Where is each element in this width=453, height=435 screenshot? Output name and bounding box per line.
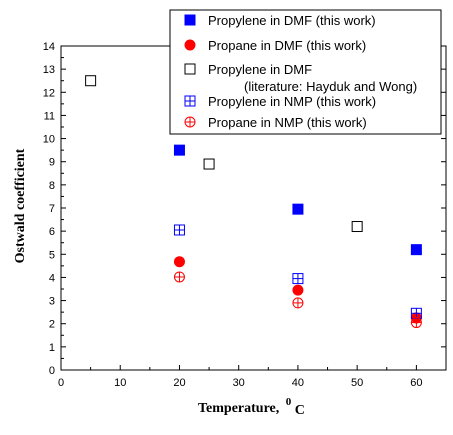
x-tick-label: 10 [114, 377, 126, 389]
y-tick-label: 9 [49, 157, 55, 169]
legend-marker-2 [184, 39, 196, 51]
legend-marker-3 [184, 63, 196, 75]
y-tick-label: 13 [43, 64, 55, 76]
legend-label-3: Propylene in DMF [208, 62, 312, 77]
legend-marker-4 [184, 95, 196, 107]
y-tick-label: 6 [49, 226, 55, 238]
x-tick-label: 40 [292, 377, 304, 389]
data-point-series-1 [292, 203, 304, 215]
data-point-series-3 [203, 158, 215, 170]
y-tick-label: 8 [49, 180, 55, 192]
legend-label-2: Propane in DMF (this work) [208, 38, 366, 53]
y-axis-title: Ostwald coefficient [13, 148, 28, 263]
x-tick-label: 0 [58, 377, 64, 389]
data-point-series-1 [173, 144, 185, 156]
data-point-series-2 [292, 284, 304, 296]
data-point-series-5 [410, 317, 422, 329]
legend: Propylene in DMF (this work) Propane in D… [169, 9, 442, 135]
x-tick-label: 60 [410, 377, 422, 389]
data-point-series-2 [173, 256, 185, 268]
y-tick-label: 12 [43, 87, 55, 99]
x-tick-label: 50 [351, 377, 363, 389]
data-point-series-5 [173, 271, 185, 283]
y-tick-label: 4 [49, 272, 55, 284]
y-tick-label: 5 [49, 249, 55, 261]
legend-box [169, 9, 442, 135]
legend-label-4: Propylene in NMP (this work) [208, 94, 376, 109]
data-point-series-4 [292, 273, 304, 285]
legend-label-1: Propylene in DMF (this work) [208, 13, 376, 28]
y-tick-label: 14 [43, 41, 55, 53]
data-point-series-1 [410, 244, 422, 256]
y-tick-label: 0 [49, 365, 55, 377]
axis-ticks [60, 45, 446, 371]
legend-label-5: Propane in NMP (this work) [208, 115, 367, 130]
x-tick-label: 20 [173, 377, 185, 389]
x-axis-title: Temperature, 0 C [198, 394, 305, 418]
y-tick-label: 2 [49, 319, 55, 331]
legend-marker-5 [184, 116, 196, 128]
data-point-series-3 [85, 75, 97, 87]
x-tick-label: 30 [233, 377, 245, 389]
data-points [85, 75, 422, 329]
y-tick-label: 11 [44, 110, 55, 122]
data-point-series-3 [351, 221, 363, 233]
y-tick-label: 1 [49, 342, 55, 354]
legend-label-3-line2: (literature: Hayduk and Wong) [244, 79, 417, 94]
data-point-series-5 [292, 297, 304, 309]
legend-marker-1 [184, 14, 196, 26]
y-tick-label: 3 [49, 296, 55, 308]
y-tick-label: 10 [43, 134, 55, 146]
y-tick-label: 7 [49, 203, 55, 215]
data-point-series-4 [173, 224, 185, 236]
